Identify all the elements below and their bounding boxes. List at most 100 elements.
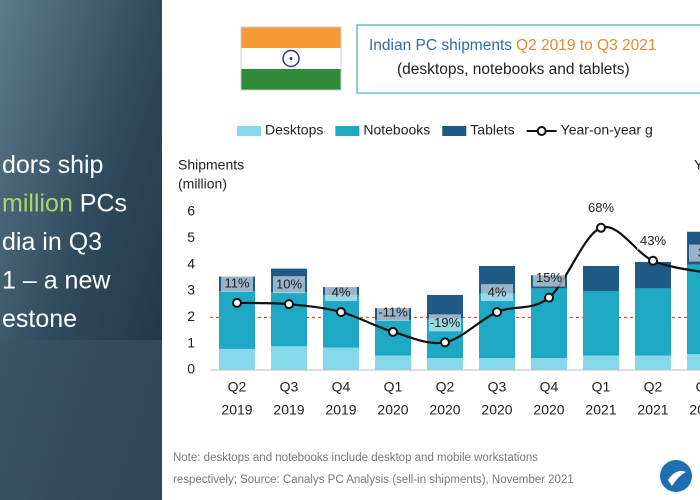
bar-segment <box>583 291 619 356</box>
y-tick-label: 1 <box>187 334 195 350</box>
x-tick-label: Q4 <box>332 379 351 395</box>
label-box <box>377 303 409 321</box>
title-text: Indian PC shipments <box>369 37 512 54</box>
side-photo <box>0 340 162 500</box>
x-tick-label: 2021 <box>585 402 616 418</box>
y-tick-label: 0 <box>187 361 195 377</box>
data-label: -19% <box>430 315 461 330</box>
line-marker <box>388 326 398 337</box>
bar-segment <box>687 354 700 370</box>
bar-segment <box>479 293 515 359</box>
legend-marker <box>536 126 547 136</box>
x-tick-label: Q1 <box>592 379 611 395</box>
headline-line: dia in Q3 <box>2 228 102 256</box>
line-marker <box>648 255 658 266</box>
headline-segment: 1 – a new <box>2 266 111 294</box>
note: Note: desktops and notebooks include des… <box>173 452 538 464</box>
x-tick-label: Q2 <box>436 379 455 395</box>
data-label: 11% <box>224 275 249 290</box>
y-tick-label: 5 <box>187 229 195 245</box>
label-box <box>533 269 565 287</box>
bar-segment <box>323 347 359 370</box>
y-tick-label: 4 <box>187 255 195 271</box>
data-label: 34 <box>698 245 700 260</box>
bar-segment <box>583 355 619 370</box>
line-marker <box>492 307 502 318</box>
y2-axis-label: Y <box>694 157 700 173</box>
headline-segment: estone <box>2 305 77 333</box>
bar-segment <box>427 358 463 370</box>
x-tick-label: Q3 <box>696 379 700 395</box>
line-marker <box>440 337 450 348</box>
data-label: 68% <box>588 200 614 215</box>
label-box <box>637 232 669 250</box>
line-marker <box>232 297 242 308</box>
x-tick-label: 2020 <box>481 402 512 418</box>
x-tick-label: Q3 <box>280 379 299 395</box>
y-axis-label: (million) <box>178 176 227 192</box>
x-tick-label: Q3 <box>488 379 507 395</box>
headline-line: estone <box>2 305 77 333</box>
bar-segment <box>479 358 515 370</box>
bar-segment <box>427 294 463 319</box>
headline-segment: dors ship <box>2 151 103 179</box>
label-box <box>273 276 305 294</box>
line-marker <box>596 222 606 233</box>
label-box <box>221 274 253 292</box>
data-label: 4% <box>332 285 351 300</box>
y-tick-label: 3 <box>187 282 195 298</box>
bar-segment <box>323 294 359 348</box>
bar-segment <box>271 346 307 370</box>
headline-segment: dia in Q3 <box>2 228 102 256</box>
legend-swatch <box>442 126 467 136</box>
bar-segment <box>635 355 671 370</box>
label-box <box>689 244 700 262</box>
legend-label: Year-on-year g <box>561 122 653 138</box>
line <box>236 225 700 345</box>
x-tick-label: Q4 <box>540 379 559 395</box>
data-label: -11% <box>378 304 408 319</box>
label-box <box>585 199 617 217</box>
x-tick-label: Q2 <box>644 379 663 395</box>
bar-segment <box>531 358 567 370</box>
y-tick-label: 6 <box>187 203 195 219</box>
title-box <box>356 24 700 94</box>
legend-label: Tablets <box>470 122 514 138</box>
flag <box>240 26 342 91</box>
data-label: 15% <box>536 270 562 285</box>
bar-segment <box>635 262 671 289</box>
subtitle: (desktops, notebooks and tablets) <box>397 61 630 78</box>
headline-segment: million <box>2 189 73 217</box>
x-tick-label: 2020 <box>429 402 460 418</box>
headline-line: 1 – a new <box>2 266 111 294</box>
x-tick-label: 2021 <box>689 402 700 418</box>
headline-line: dors ship <box>2 151 103 179</box>
x-tick-label: 2019 <box>221 402 252 418</box>
bar-segment <box>375 355 411 370</box>
x-tick-label: 2019 <box>325 402 356 418</box>
label-box <box>325 284 357 302</box>
bar-segment <box>635 288 671 356</box>
headline: dors ship million PCs dia in Q3 1 – a new es… <box>2 151 127 333</box>
data-label: 4% <box>488 285 507 300</box>
x-tick-label: Q1 <box>384 379 403 395</box>
chart-title: Indian PC shipments Q2 2019 to Q3 2021 <box>369 37 657 54</box>
legend-label: Desktops <box>265 122 323 138</box>
data-label: 10% <box>276 277 302 292</box>
line-marker <box>284 299 294 310</box>
x-tick-label: Q2 <box>228 379 247 395</box>
bar-segment <box>583 265 619 291</box>
logo <box>660 460 692 492</box>
label-box <box>429 314 461 332</box>
legend-swatch <box>335 126 360 136</box>
legend-label: Notebooks <box>363 122 430 138</box>
bar-segment <box>687 264 700 355</box>
note: respectively; Source: Canalys PC Analysi… <box>173 474 574 486</box>
line-marker <box>544 292 554 303</box>
data-label: 43% <box>640 233 666 248</box>
bar-segment <box>375 319 411 356</box>
x-tick-label: 2020 <box>377 402 408 418</box>
x-tick-label: 2020 <box>533 402 564 418</box>
title-highlight: Q2 2019 to Q3 2021 <box>516 37 656 54</box>
